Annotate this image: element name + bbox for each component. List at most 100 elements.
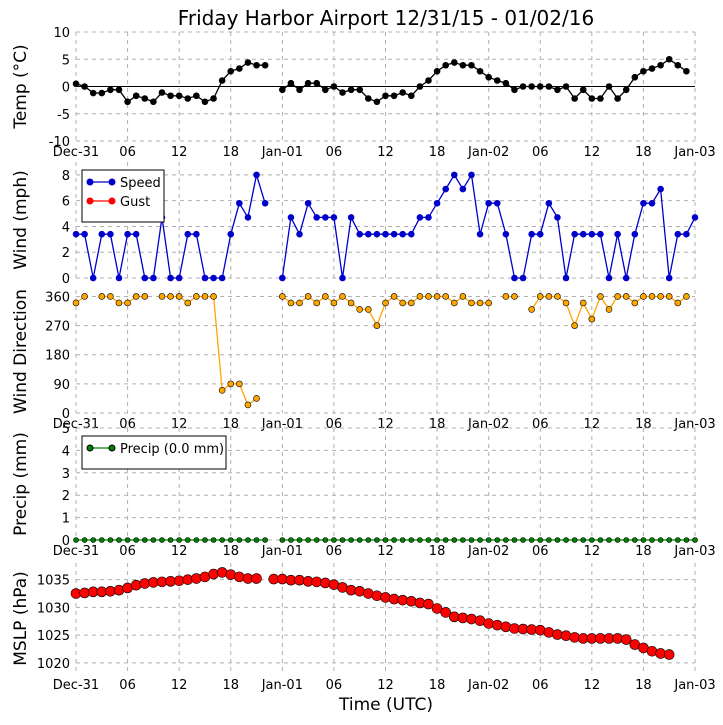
- data-point: [253, 171, 260, 179]
- data-point: [459, 293, 467, 300]
- y-tick-label: 360: [45, 290, 70, 305]
- data-point: [476, 299, 484, 307]
- data-point: [158, 293, 166, 300]
- data-point: [330, 214, 338, 221]
- y-tick-label: -10: [49, 135, 70, 150]
- x-tick-label: 18: [635, 678, 652, 693]
- data-point: [371, 590, 383, 602]
- data-point: [450, 59, 458, 66]
- data-point: [202, 537, 208, 543]
- data-point: [124, 299, 131, 307]
- legend-label: Gust: [120, 195, 150, 210]
- data-point: [81, 230, 88, 238]
- x-tick-label: Jan-03: [673, 417, 715, 432]
- data-point: [339, 89, 346, 96]
- x-tick-label: 18: [635, 544, 652, 559]
- y-tick-label: 270: [45, 320, 70, 335]
- data-point: [683, 230, 690, 238]
- x-tick-label: 12: [171, 145, 188, 160]
- data-point: [528, 83, 535, 90]
- y-tick-label: 90: [53, 378, 70, 393]
- x-tick-label: 18: [222, 417, 239, 432]
- data-point: [158, 89, 166, 96]
- data-point: [98, 230, 106, 238]
- data-point: [81, 293, 88, 300]
- data-point: [141, 95, 149, 102]
- data-point: [261, 61, 269, 69]
- data-point: [391, 537, 397, 543]
- y-tick-label: 2: [62, 489, 70, 504]
- data-point: [210, 274, 217, 282]
- data-point: [528, 230, 535, 238]
- x-tick-label: Dec-31: [53, 544, 99, 559]
- data-point: [597, 293, 604, 300]
- data-point: [468, 61, 475, 69]
- x-tick-label: Jan-01: [261, 145, 303, 160]
- data-point: [433, 199, 441, 207]
- data-point: [563, 537, 569, 543]
- data-point: [399, 230, 406, 238]
- data-point: [322, 293, 329, 300]
- data-point: [536, 230, 544, 238]
- data-point: [107, 537, 114, 543]
- data-point: [494, 537, 501, 543]
- y-axis-label: Precip (mm): [11, 432, 31, 536]
- data-point: [210, 293, 217, 300]
- data-point: [356, 306, 364, 313]
- data-point: [417, 537, 423, 543]
- data-point: [382, 537, 389, 543]
- x-tick-label: Jan-02: [467, 544, 509, 559]
- x-tick-label: 18: [635, 145, 652, 160]
- data-point: [218, 274, 226, 282]
- data-point: [528, 537, 535, 543]
- y-axis-label: Temp (°C): [11, 44, 31, 129]
- data-point: [571, 537, 578, 543]
- data-point: [98, 537, 105, 543]
- data-point: [89, 89, 97, 97]
- data-point: [296, 537, 303, 543]
- data-point: [322, 537, 329, 543]
- data-point: [72, 230, 80, 238]
- data-point: [356, 537, 363, 543]
- data-point: [373, 98, 381, 106]
- y-tick-label: 0: [62, 407, 70, 422]
- data-point: [107, 86, 114, 94]
- y-tick-label: 3: [62, 467, 70, 482]
- data-point: [227, 67, 235, 75]
- data-point: [614, 293, 621, 300]
- data-point: [405, 595, 417, 607]
- data-point: [554, 293, 561, 300]
- data-point: [150, 537, 157, 543]
- x-tick-label: 18: [222, 145, 239, 160]
- data-point: [382, 299, 389, 307]
- data-point: [545, 199, 553, 207]
- x-tick-label: 06: [532, 417, 549, 432]
- data-point: [304, 199, 312, 207]
- data-point: [631, 73, 639, 81]
- data-point: [640, 67, 647, 75]
- y-tick-label: 4: [62, 220, 70, 235]
- legend-label: Speed: [120, 176, 161, 191]
- data-point: [244, 59, 252, 66]
- data-point: [175, 274, 183, 282]
- data-point: [115, 86, 123, 94]
- data-point: [588, 95, 596, 102]
- data-point: [133, 537, 139, 543]
- data-point: [132, 92, 140, 100]
- data-point: [442, 185, 449, 193]
- y-tick-label: 4: [62, 444, 70, 459]
- data-point: [450, 299, 458, 307]
- data-point: [227, 380, 235, 388]
- data-point: [167, 293, 174, 300]
- data-point: [356, 230, 364, 238]
- y-tick-label: 1025: [37, 629, 70, 644]
- data-point: [115, 274, 123, 282]
- y-tick-label: 10: [53, 26, 70, 41]
- y-tick-label: 1020: [37, 657, 70, 672]
- data-point: [373, 322, 381, 329]
- x-tick-label: 18: [222, 544, 239, 559]
- x-tick-label: 12: [377, 678, 394, 693]
- data-point: [208, 568, 219, 580]
- data-point: [519, 83, 527, 90]
